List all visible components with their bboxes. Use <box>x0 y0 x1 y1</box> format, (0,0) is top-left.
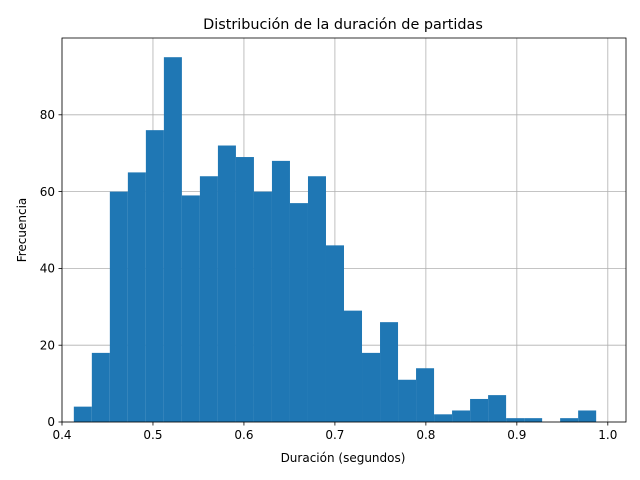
histogram-bar <box>470 398 489 422</box>
histogram-bar <box>253 191 272 422</box>
x-tick-label: 0.8 <box>416 428 435 442</box>
histogram-bar <box>578 410 597 422</box>
histogram-bar <box>488 395 507 422</box>
y-axis-label: Frecuencia <box>15 198 29 263</box>
histogram-bar <box>398 379 417 422</box>
histogram-bar <box>362 352 381 422</box>
histogram-bar <box>452 410 471 422</box>
histogram-bar <box>181 195 200 422</box>
ticks-layer: 0.4 0.5 0.6 0.7 0.8 0.9 1.0 0 20 40 60 80 <box>40 108 618 442</box>
histogram-bar <box>344 310 363 422</box>
x-tick-label: 0.9 <box>507 428 526 442</box>
histogram-bar <box>91 352 110 422</box>
y-tick-label: 40 <box>40 262 55 276</box>
histogram-bar <box>325 245 344 422</box>
x-tick-label: 0.7 <box>325 428 344 442</box>
histogram-bar <box>127 172 146 422</box>
y-tick-label: 80 <box>40 108 55 122</box>
chart-title: Distribución de la duración de partidas <box>203 17 483 33</box>
x-axis-label: Duración (segundos) <box>281 451 406 465</box>
histogram-bar <box>163 57 182 422</box>
histogram-bar <box>109 191 128 422</box>
x-tick-label: 0.4 <box>52 428 71 442</box>
histogram-bar <box>73 406 92 422</box>
histogram-bar <box>524 418 543 422</box>
histogram-bar <box>199 176 218 422</box>
x-tick-label: 0.6 <box>234 428 253 442</box>
histogram-bar <box>506 418 525 422</box>
histogram-bar <box>434 414 453 422</box>
histogram-bar <box>560 418 579 422</box>
bars-layer <box>73 57 597 423</box>
y-tick-label: 0 <box>47 415 55 429</box>
histogram-bar <box>416 368 435 422</box>
histogram-bar <box>145 130 164 422</box>
histogram-bar <box>380 322 399 422</box>
histogram-bar <box>217 145 236 422</box>
y-tick-label: 20 <box>40 338 55 352</box>
x-tick-label: 1.0 <box>598 428 617 442</box>
histogram-bar <box>235 157 254 423</box>
histogram-bar <box>289 203 308 422</box>
axes-frame <box>61 37 627 423</box>
x-tick-label: 0.5 <box>143 428 162 442</box>
histogram-bar <box>271 160 290 422</box>
y-tick-label: 60 <box>40 185 55 199</box>
histogram-bar <box>307 176 326 422</box>
